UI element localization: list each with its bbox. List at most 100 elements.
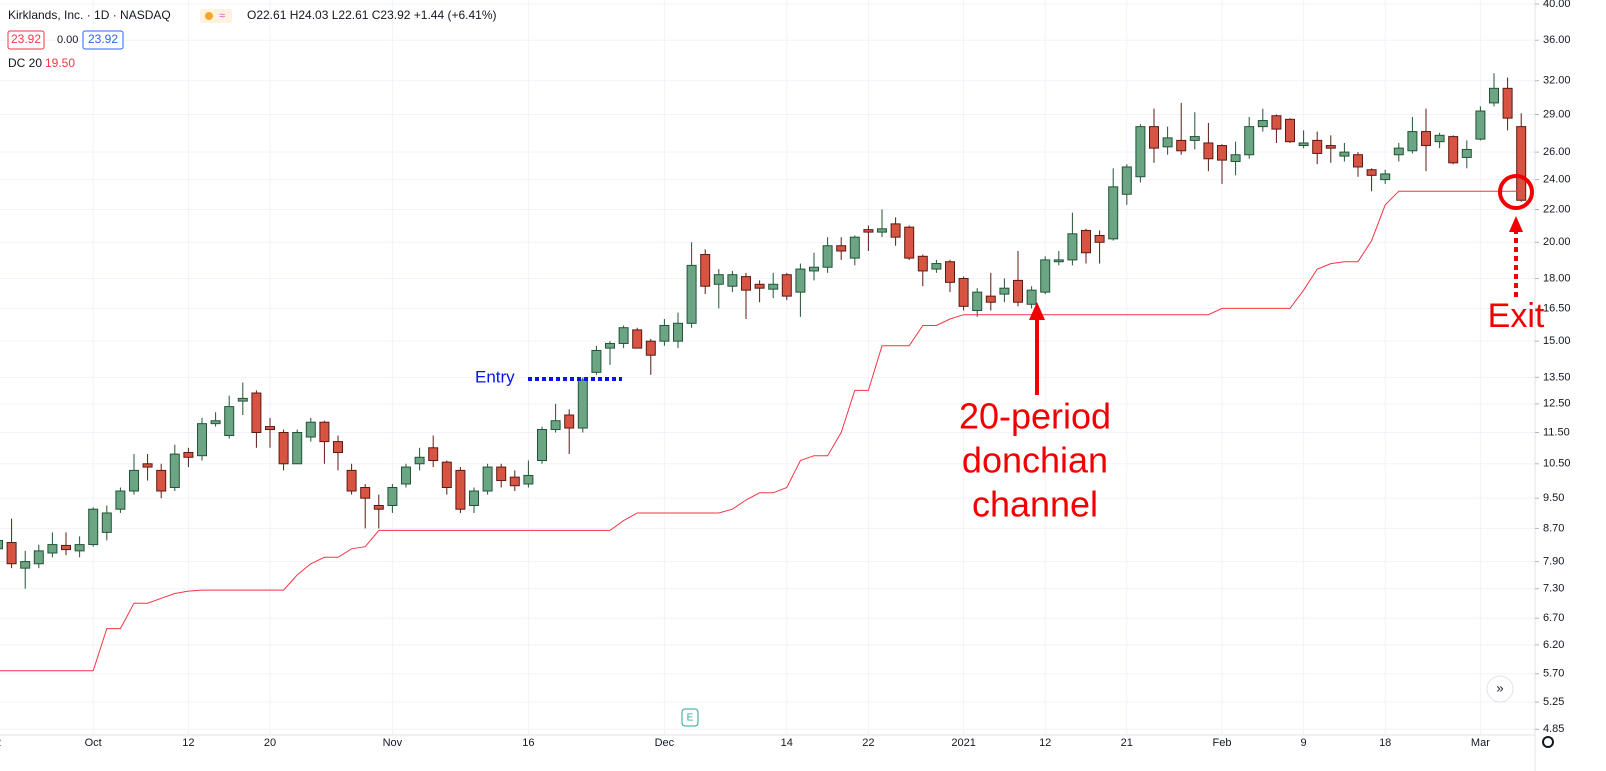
candle-body xyxy=(1448,136,1459,164)
candle-body xyxy=(1176,139,1187,152)
axes: 40.0036.0032.0029.0026.0024.0022.0020.00… xyxy=(0,0,1571,749)
candle-body xyxy=(292,432,303,465)
y-tick-label: 5.70 xyxy=(1543,668,1564,680)
candle-body xyxy=(1053,259,1064,263)
candle-body xyxy=(373,504,384,510)
candle-body xyxy=(904,226,915,259)
x-tick-label: 14 xyxy=(781,737,793,749)
candle-body xyxy=(509,476,520,487)
candle-body xyxy=(88,508,99,546)
candle-body xyxy=(183,452,194,458)
candle-body xyxy=(1285,118,1295,143)
candle-body xyxy=(890,223,901,238)
candle-body xyxy=(251,392,262,434)
candle-body xyxy=(1393,147,1404,156)
y-tick-label: 5.25 xyxy=(1543,696,1564,708)
x-tick-label: Nov xyxy=(383,737,403,749)
candle-body xyxy=(278,432,289,465)
y-tick-label: 29.00 xyxy=(1543,108,1571,120)
scroll-button[interactable] xyxy=(1486,675,1514,703)
candle-body xyxy=(455,469,466,510)
x-tick-label: Mar xyxy=(1471,737,1490,749)
candle-body xyxy=(700,254,711,287)
candle-body xyxy=(496,466,507,482)
candle-body xyxy=(0,539,3,550)
x-tick-label: 20 xyxy=(264,737,276,749)
grid xyxy=(0,0,1535,735)
candle-body xyxy=(931,263,942,270)
candle-body xyxy=(115,490,126,510)
y-tick-label: 24.00 xyxy=(1543,174,1571,186)
candle-body xyxy=(591,349,602,373)
x-tick-label: 22 xyxy=(862,737,874,749)
channel-label: channel xyxy=(972,484,1098,525)
candle-body xyxy=(877,228,887,233)
candle-body xyxy=(265,426,275,431)
candle-body xyxy=(1040,259,1051,293)
earnings-letter: E xyxy=(687,713,694,724)
earnings-icon[interactable] xyxy=(681,708,699,727)
settings-icon[interactable] xyxy=(1542,736,1554,748)
candle-body xyxy=(836,245,847,252)
y-tick-label: 20.00 xyxy=(1543,236,1571,248)
candle-body xyxy=(387,486,398,506)
y-tick-label: 18.00 xyxy=(1543,272,1571,284)
candle-body xyxy=(917,255,928,272)
candle-body xyxy=(210,420,221,425)
candle-body xyxy=(1257,120,1268,128)
candle-body xyxy=(101,512,112,533)
candle-body xyxy=(618,327,629,344)
candle-body xyxy=(686,264,697,324)
candle-body xyxy=(958,277,969,307)
y-tick-label: 12.50 xyxy=(1543,398,1571,410)
x-tick-label: 2021 xyxy=(951,737,975,749)
sun-icon xyxy=(205,12,213,20)
y-tick-label: 16.50 xyxy=(1543,302,1571,314)
y-tick-label: 36.00 xyxy=(1543,34,1571,46)
candle-body xyxy=(1081,229,1091,254)
channel-label: 20-period xyxy=(959,396,1111,437)
candle-body xyxy=(1230,154,1241,162)
candle-body xyxy=(33,550,44,565)
candle-body xyxy=(1339,151,1350,157)
y-tick-label: 7.90 xyxy=(1543,555,1564,567)
candle-body xyxy=(142,463,153,468)
candle-body xyxy=(605,342,615,349)
candle-body xyxy=(1516,126,1527,201)
bid-price: 23.92 xyxy=(11,32,41,46)
candle-body xyxy=(564,414,575,429)
candle-body xyxy=(1121,166,1132,195)
candle-body xyxy=(169,453,180,488)
candle-body xyxy=(577,379,588,429)
candle-body xyxy=(1380,173,1391,181)
symbol-title: Kirklands, Inc. · 1D · NASDAQ xyxy=(8,8,171,22)
candle-body xyxy=(237,397,248,402)
y-tick-label: 15.00 xyxy=(1543,335,1571,347)
x-tick-label: Dec xyxy=(655,737,675,749)
candle-body xyxy=(1162,137,1173,148)
candle-body xyxy=(1026,289,1037,305)
entry-label: Entry xyxy=(475,367,515,386)
candle-body xyxy=(768,283,779,290)
candle-body xyxy=(319,421,330,443)
candle-body xyxy=(1489,87,1499,104)
candle-body xyxy=(6,542,17,565)
candle-body xyxy=(1217,145,1227,161)
candle-body xyxy=(414,456,425,465)
ohlc-values: O22.61 H24.03 L22.61 C23.92 +1.44 (+6.41… xyxy=(247,8,497,22)
candle-body xyxy=(863,229,874,233)
candle-body xyxy=(1502,87,1513,119)
y-tick-label: 26.00 xyxy=(1543,146,1571,158)
exit-arrowhead xyxy=(1509,216,1523,232)
channel-label: donchian xyxy=(962,440,1108,481)
candle-body xyxy=(305,421,316,438)
y-tick-label: 4.85 xyxy=(1543,723,1564,735)
candle-body xyxy=(1366,169,1377,176)
candle-body xyxy=(1475,110,1486,140)
candle-body xyxy=(754,283,765,289)
scroll-icon: » xyxy=(1496,680,1503,695)
y-tick-label: 10.50 xyxy=(1543,458,1571,470)
candle-body xyxy=(741,276,751,291)
candle-body xyxy=(1434,134,1445,143)
x-tick-label: 21 xyxy=(1121,737,1133,749)
